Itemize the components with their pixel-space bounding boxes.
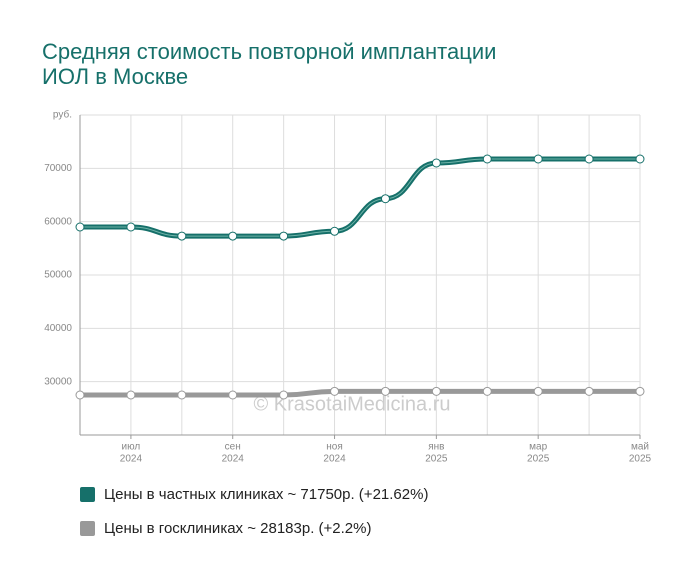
- data-point: [177, 231, 187, 241]
- series-line: [79, 156, 640, 239]
- data-point: [330, 386, 340, 396]
- chart-title: Средняя стоимость повторной имплантации: [42, 39, 496, 64]
- data-point: [635, 386, 645, 396]
- x-tick-label: июл: [122, 442, 141, 453]
- legend-swatch: [80, 521, 95, 536]
- data-point: [482, 386, 492, 396]
- x-tick-label: май: [631, 442, 649, 453]
- y-tick-label: руб.: [53, 109, 72, 121]
- x-tick-label: мар: [529, 442, 547, 453]
- series-line-highlight: [79, 158, 640, 237]
- y-tick-label: 30000: [44, 376, 72, 387]
- legend-label: Цены в частных клиниках ~ 71750р. (+21.6…: [104, 486, 428, 503]
- data-point: [177, 390, 187, 400]
- data-point: [533, 386, 543, 396]
- data-point: [533, 154, 543, 164]
- x-tick-label: 2024: [323, 454, 346, 465]
- data-point: [126, 222, 136, 232]
- y-tick-label: 60000: [44, 216, 72, 227]
- legend-swatch: [80, 487, 95, 502]
- data-point: [279, 231, 289, 241]
- data-point: [380, 194, 390, 204]
- y-tick-label: 50000: [44, 270, 72, 281]
- data-point: [584, 386, 594, 396]
- x-tick-label: ноя: [326, 442, 343, 453]
- legend-label: Цены в госклиниках ~ 28183р. (+2.2%): [104, 520, 371, 537]
- data-point: [431, 158, 441, 168]
- x-tick-label: сен: [225, 442, 241, 453]
- data-point: [228, 390, 238, 400]
- x-tick-label: 2025: [629, 454, 652, 465]
- data-point: [584, 154, 594, 164]
- data-point: [75, 222, 85, 232]
- chart-title: ИОЛ в Москве: [42, 64, 188, 89]
- data-point: [635, 154, 645, 164]
- x-tick-label: янв: [428, 442, 444, 453]
- x-tick-label: 2025: [425, 454, 448, 465]
- x-tick-label: 2024: [222, 454, 245, 465]
- watermark: © KrasotaiMedicina.ru: [253, 393, 450, 415]
- x-tick-label: 2024: [120, 454, 143, 465]
- y-tick-label: 40000: [44, 323, 72, 334]
- series-line: [79, 388, 640, 398]
- data-point: [126, 390, 136, 400]
- data-point: [380, 386, 390, 396]
- data-point: [330, 226, 340, 236]
- data-point: [75, 390, 85, 400]
- data-point: [228, 231, 238, 241]
- x-tick-label: 2025: [527, 454, 550, 465]
- data-point: [279, 390, 289, 400]
- data-point: [431, 386, 441, 396]
- data-point: [482, 154, 492, 164]
- y-tick-label: 70000: [44, 163, 72, 174]
